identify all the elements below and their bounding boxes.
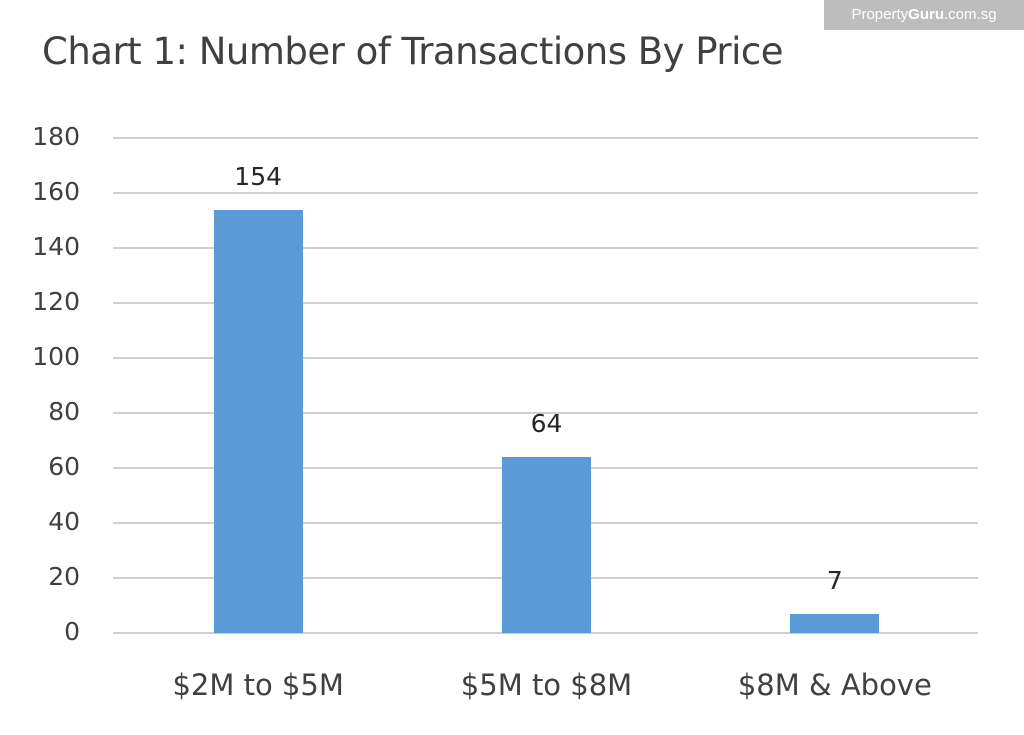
data-label: 64 bbox=[530, 409, 563, 438]
y-tick-label: 140 bbox=[32, 232, 80, 261]
bar bbox=[790, 613, 880, 633]
y-tick-label: 120 bbox=[32, 287, 80, 316]
watermark-suffix: .com.sg bbox=[944, 6, 997, 23]
y-tick-label: 160 bbox=[32, 177, 80, 206]
gridline bbox=[113, 412, 978, 414]
plot-area: 154 64 7 bbox=[113, 137, 978, 634]
x-tick-label: $2M to $5M bbox=[172, 668, 344, 702]
y-tick-label: 80 bbox=[48, 397, 80, 426]
y-tick-label: 40 bbox=[48, 507, 80, 536]
gridline bbox=[113, 302, 978, 304]
propertyguru-watermark: PropertyGuru.com.sg bbox=[824, 0, 1024, 30]
x-tick-label: $8M & Above bbox=[737, 668, 932, 702]
watermark-prefix: Property bbox=[851, 6, 909, 23]
y-tick-label: 20 bbox=[48, 562, 80, 591]
bar bbox=[502, 457, 591, 633]
bar bbox=[213, 209, 303, 633]
gridline bbox=[113, 137, 978, 139]
y-tick-label: 0 bbox=[64, 617, 80, 646]
gridline bbox=[113, 632, 978, 634]
y-tick-label: 100 bbox=[32, 342, 80, 371]
data-label: 7 bbox=[826, 565, 843, 595]
gridline bbox=[113, 247, 978, 249]
watermark-bold: Guru bbox=[908, 6, 945, 23]
chart-title: Chart 1: Number of Transactions By Price bbox=[42, 30, 784, 73]
data-label: 154 bbox=[234, 161, 283, 191]
y-tick-label: 180 bbox=[32, 122, 80, 151]
y-tick-label: 60 bbox=[48, 452, 80, 481]
gridline bbox=[113, 192, 978, 194]
gridline bbox=[113, 357, 978, 359]
x-tick-label: $5M to $8M bbox=[460, 668, 633, 702]
